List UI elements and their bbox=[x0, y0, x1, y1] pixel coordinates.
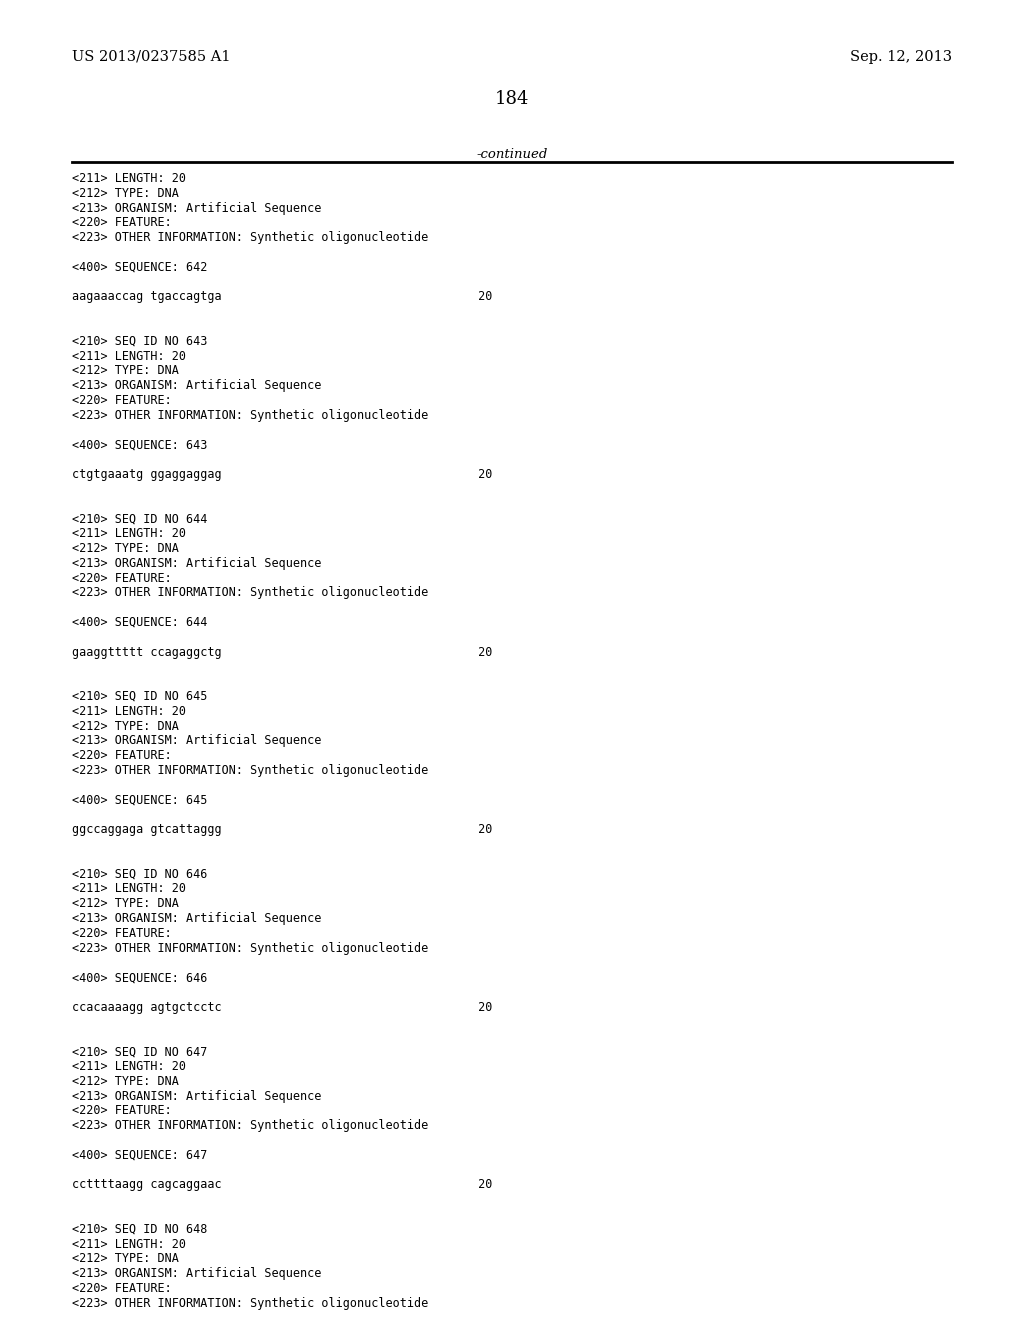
Text: <223> OTHER INFORMATION: Synthetic oligonucleotide: <223> OTHER INFORMATION: Synthetic oligo… bbox=[72, 586, 428, 599]
Text: <211> LENGTH: 20: <211> LENGTH: 20 bbox=[72, 350, 186, 363]
Text: <212> TYPE: DNA: <212> TYPE: DNA bbox=[72, 364, 179, 378]
Text: <223> OTHER INFORMATION: Synthetic oligonucleotide: <223> OTHER INFORMATION: Synthetic oligo… bbox=[72, 764, 428, 777]
Text: 184: 184 bbox=[495, 90, 529, 108]
Text: ccacaaaagg agtgctcctc                                    20: ccacaaaagg agtgctcctc 20 bbox=[72, 1001, 493, 1014]
Text: <211> LENGTH: 20: <211> LENGTH: 20 bbox=[72, 1238, 186, 1250]
Text: <210> SEQ ID NO 643: <210> SEQ ID NO 643 bbox=[72, 335, 208, 347]
Text: <400> SEQUENCE: 647: <400> SEQUENCE: 647 bbox=[72, 1148, 208, 1162]
Text: <220> FEATURE:: <220> FEATURE: bbox=[72, 1282, 172, 1295]
Text: <210> SEQ ID NO 644: <210> SEQ ID NO 644 bbox=[72, 512, 208, 525]
Text: <211> LENGTH: 20: <211> LENGTH: 20 bbox=[72, 705, 186, 718]
Text: <223> OTHER INFORMATION: Synthetic oligonucleotide: <223> OTHER INFORMATION: Synthetic oligo… bbox=[72, 1119, 428, 1133]
Text: <400> SEQUENCE: 645: <400> SEQUENCE: 645 bbox=[72, 793, 208, 807]
Text: gaaggttttt ccagaggctg                                    20: gaaggttttt ccagaggctg 20 bbox=[72, 645, 493, 659]
Text: <212> TYPE: DNA: <212> TYPE: DNA bbox=[72, 187, 179, 199]
Text: <212> TYPE: DNA: <212> TYPE: DNA bbox=[72, 898, 179, 911]
Text: <210> SEQ ID NO 645: <210> SEQ ID NO 645 bbox=[72, 690, 208, 704]
Text: <220> FEATURE:: <220> FEATURE: bbox=[72, 572, 172, 585]
Text: <213> ORGANISM: Artificial Sequence: <213> ORGANISM: Artificial Sequence bbox=[72, 379, 322, 392]
Text: <212> TYPE: DNA: <212> TYPE: DNA bbox=[72, 1074, 179, 1088]
Text: <223> OTHER INFORMATION: Synthetic oligonucleotide: <223> OTHER INFORMATION: Synthetic oligo… bbox=[72, 409, 428, 422]
Text: <223> OTHER INFORMATION: Synthetic oligonucleotide: <223> OTHER INFORMATION: Synthetic oligo… bbox=[72, 231, 428, 244]
Text: <220> FEATURE:: <220> FEATURE: bbox=[72, 216, 172, 230]
Text: <220> FEATURE:: <220> FEATURE: bbox=[72, 750, 172, 762]
Text: <400> SEQUENCE: 643: <400> SEQUENCE: 643 bbox=[72, 438, 208, 451]
Text: <220> FEATURE:: <220> FEATURE: bbox=[72, 927, 172, 940]
Text: <210> SEQ ID NO 646: <210> SEQ ID NO 646 bbox=[72, 867, 208, 880]
Text: US 2013/0237585 A1: US 2013/0237585 A1 bbox=[72, 50, 230, 63]
Text: <400> SEQUENCE: 642: <400> SEQUENCE: 642 bbox=[72, 261, 208, 273]
Text: ccttttaagg cagcaggaac                                    20: ccttttaagg cagcaggaac 20 bbox=[72, 1179, 493, 1192]
Text: <223> OTHER INFORMATION: Synthetic oligonucleotide: <223> OTHER INFORMATION: Synthetic oligo… bbox=[72, 941, 428, 954]
Text: Sep. 12, 2013: Sep. 12, 2013 bbox=[850, 50, 952, 63]
Text: <400> SEQUENCE: 644: <400> SEQUENCE: 644 bbox=[72, 616, 208, 630]
Text: <212> TYPE: DNA: <212> TYPE: DNA bbox=[72, 543, 179, 554]
Text: <211> LENGTH: 20: <211> LENGTH: 20 bbox=[72, 527, 186, 540]
Text: <212> TYPE: DNA: <212> TYPE: DNA bbox=[72, 719, 179, 733]
Text: <213> ORGANISM: Artificial Sequence: <213> ORGANISM: Artificial Sequence bbox=[72, 202, 322, 215]
Text: <213> ORGANISM: Artificial Sequence: <213> ORGANISM: Artificial Sequence bbox=[72, 734, 322, 747]
Text: <213> ORGANISM: Artificial Sequence: <213> ORGANISM: Artificial Sequence bbox=[72, 557, 322, 570]
Text: <220> FEATURE:: <220> FEATURE: bbox=[72, 393, 172, 407]
Text: <211> LENGTH: 20: <211> LENGTH: 20 bbox=[72, 1060, 186, 1073]
Text: <210> SEQ ID NO 647: <210> SEQ ID NO 647 bbox=[72, 1045, 208, 1059]
Text: aagaaaccag tgaccagtga                                    20: aagaaaccag tgaccagtga 20 bbox=[72, 290, 493, 304]
Text: <213> ORGANISM: Artificial Sequence: <213> ORGANISM: Artificial Sequence bbox=[72, 1267, 322, 1280]
Text: <213> ORGANISM: Artificial Sequence: <213> ORGANISM: Artificial Sequence bbox=[72, 1089, 322, 1102]
Text: ggccaggaga gtcattaggg                                    20: ggccaggaga gtcattaggg 20 bbox=[72, 824, 493, 836]
Text: <213> ORGANISM: Artificial Sequence: <213> ORGANISM: Artificial Sequence bbox=[72, 912, 322, 925]
Text: <211> LENGTH: 20: <211> LENGTH: 20 bbox=[72, 172, 186, 185]
Text: -continued: -continued bbox=[476, 148, 548, 161]
Text: <210> SEQ ID NO 648: <210> SEQ ID NO 648 bbox=[72, 1222, 208, 1236]
Text: <211> LENGTH: 20: <211> LENGTH: 20 bbox=[72, 882, 186, 895]
Text: <212> TYPE: DNA: <212> TYPE: DNA bbox=[72, 1253, 179, 1266]
Text: <220> FEATURE:: <220> FEATURE: bbox=[72, 1105, 172, 1118]
Text: ctgtgaaatg ggaggaggag                                    20: ctgtgaaatg ggaggaggag 20 bbox=[72, 469, 493, 480]
Text: <400> SEQUENCE: 646: <400> SEQUENCE: 646 bbox=[72, 972, 208, 985]
Text: <223> OTHER INFORMATION: Synthetic oligonucleotide: <223> OTHER INFORMATION: Synthetic oligo… bbox=[72, 1296, 428, 1309]
